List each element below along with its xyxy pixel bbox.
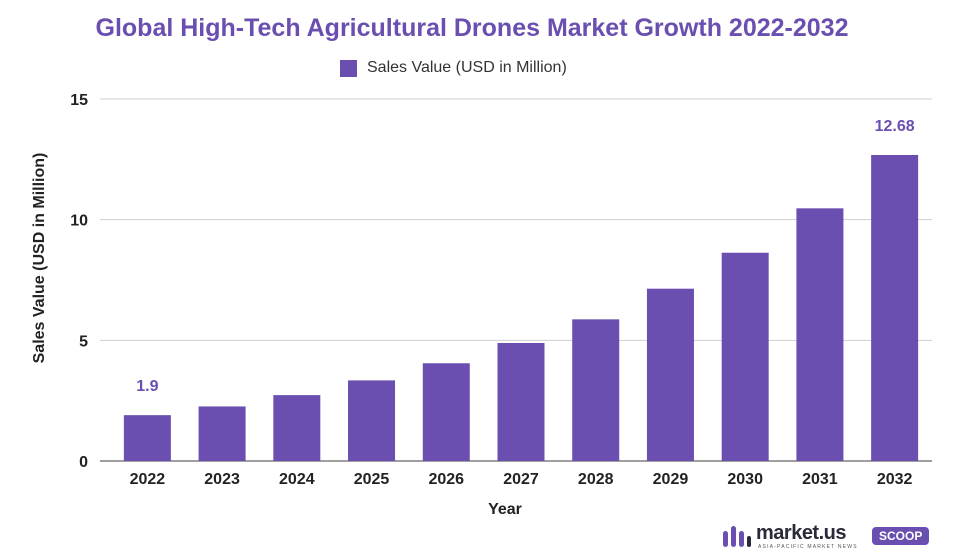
logo-brand-text: market.us — [756, 522, 847, 544]
y-tick-label: 15 — [70, 92, 88, 109]
x-tick-label: 2023 — [204, 471, 240, 488]
data-labels: 1.9 12.68 — [136, 118, 915, 395]
data-label: 1.9 — [136, 378, 158, 395]
logo-tagline: ASIA-PACIFIC MARKET NEWS — [758, 544, 858, 550]
x-tick-label: 2026 — [428, 471, 464, 488]
bar-2025 — [348, 380, 396, 461]
bars — [123, 154, 919, 462]
y-axis-label: Sales Value (USD in Million) — [31, 153, 48, 364]
x-tick-label: 2025 — [354, 471, 390, 488]
bar-2030 — [721, 252, 769, 461]
y-tick-label: 5 — [79, 333, 88, 350]
x-tick-label: 2030 — [727, 471, 763, 488]
bar-2024 — [273, 395, 321, 461]
x-tick-label: 2027 — [503, 471, 539, 488]
y-tick-label: 10 — [70, 213, 88, 230]
market-us-logo-icon — [723, 526, 751, 547]
y-axis-ticks: 0 5 10 15 — [70, 92, 88, 471]
x-tick-label: 2022 — [130, 471, 166, 488]
legend: Sales Value (USD in Million) — [340, 59, 567, 77]
x-tick-label: 2032 — [877, 471, 913, 488]
bar-2022 — [123, 415, 171, 461]
bar-2028 — [572, 319, 620, 461]
bar-2023 — [198, 406, 246, 461]
legend-swatch — [340, 59, 357, 77]
bar-2026 — [422, 363, 470, 461]
bar-2027 — [497, 342, 545, 461]
x-tick-label: 2031 — [802, 471, 838, 488]
x-tick-label: 2024 — [279, 471, 315, 488]
bar-2031 — [796, 208, 844, 461]
x-tick-label: 2028 — [578, 471, 614, 488]
y-tick-label: 0 — [79, 454, 88, 471]
x-axis-ticks: 2022 2023 2024 2025 2026 2027 2028 2029 2030 2031… — [130, 471, 913, 488]
x-axis-label: Year — [488, 501, 522, 518]
legend-label: Sales Value (USD in Million) — [367, 59, 567, 76]
logo-badge: SCOOP — [872, 527, 930, 545]
chart-title: Global High-Tech Agricultural Drones Mar… — [95, 14, 849, 42]
data-label: 12.68 — [875, 118, 915, 135]
x-tick-label: 2029 — [653, 471, 689, 488]
market-us-logo: market.us ASIA-PACIFIC MARKET NEWS SCOOP — [722, 522, 934, 554]
bar-2032 — [871, 154, 919, 462]
bar-2029 — [646, 288, 694, 461]
